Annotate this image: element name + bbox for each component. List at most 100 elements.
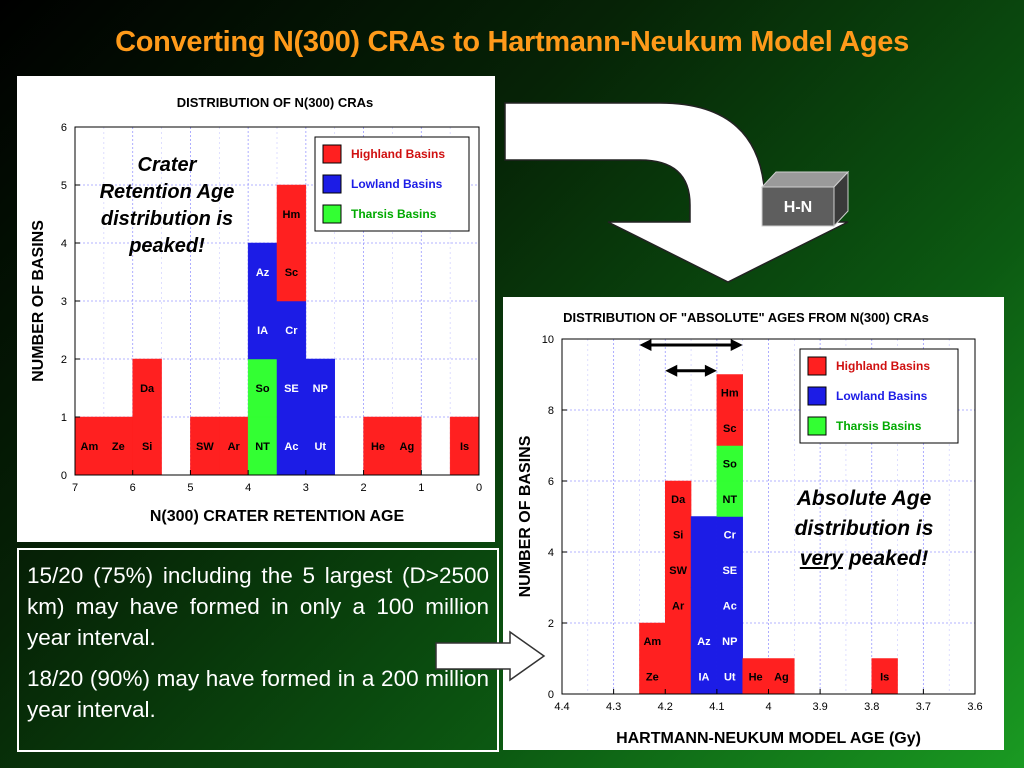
cra-ytick-label-3: 3 bbox=[61, 296, 67, 308]
cra-bar-label-is: Is bbox=[460, 441, 469, 453]
summary-paragraph-2: 18/20 (90%) may have formed in a 200 mil… bbox=[27, 666, 489, 722]
absolute-age-chart-panel: DISTRIBUTION OF "ABSOLUTE" AGES FROM N(3… bbox=[503, 297, 1004, 750]
cra-bar-9-seg-0 bbox=[392, 416, 422, 476]
hn-range-arrow-head-left-0 bbox=[639, 339, 652, 351]
hn-bar-1-seg-3 bbox=[665, 551, 692, 588]
hn-ytick-label-5: 10 bbox=[542, 334, 554, 346]
hn-bar-1-seg-4 bbox=[665, 516, 692, 553]
absolute-age-callout: Absolute Age distribution is very peaked… bbox=[764, 484, 964, 574]
hn-legend-swatch-1 bbox=[807, 386, 827, 406]
hn-bar-4-seg-0 bbox=[742, 658, 769, 695]
hn-ytick-label-2: 4 bbox=[548, 547, 554, 559]
cra-bar-label-se: SE bbox=[284, 383, 299, 395]
cra-bar-3-seg-0 bbox=[190, 416, 220, 476]
hn-x-axis-label: HARTMANN-NEUKUM MODEL AGE (Gy) bbox=[616, 730, 921, 747]
cra-xtick-label-7: 0 bbox=[476, 482, 482, 494]
hn-bar-label-ia: IA bbox=[698, 671, 709, 683]
cra-x-axis-label: N(300) CRATER RETENTION AGE bbox=[150, 508, 405, 525]
cra-legend: Highland Basins Lowland Basins Tharsis Bas… bbox=[314, 136, 470, 232]
hn-bar-label-nt: NT bbox=[722, 494, 737, 506]
hn-bar-2-seg-1 bbox=[690, 622, 718, 659]
crater-retention-callout: Crater Retention Age distribution is pea… bbox=[99, 154, 235, 257]
absolute-age-callout-rest: peaked! bbox=[843, 547, 929, 570]
hn-bar-1-seg-5 bbox=[665, 480, 692, 517]
cra-bar-6-seg-1 bbox=[276, 358, 307, 418]
hn-bar-3-seg-7 bbox=[716, 409, 743, 446]
hn-bar-label-ac: Ac bbox=[723, 600, 737, 612]
cra-bar-6-seg-4 bbox=[276, 184, 307, 244]
cra-bar-7-seg-1 bbox=[305, 358, 335, 418]
cra-bar-2-seg-1 bbox=[132, 358, 162, 418]
hn-xtick-label-3: 4.1 bbox=[709, 701, 724, 713]
hn-bar-label-ag: Ag bbox=[774, 671, 789, 683]
hn-bar-3-seg-8 bbox=[716, 374, 743, 411]
hn-bar-label-am: Am bbox=[643, 636, 661, 648]
cra-legend-swatch-0 bbox=[322, 144, 342, 164]
hn-legend-swatch-0 bbox=[807, 356, 827, 376]
hn-bar-3-seg-1 bbox=[716, 622, 743, 659]
hn-xtick-label-5: 3.9 bbox=[812, 701, 827, 713]
hn-bar-label-hm: Hm bbox=[721, 387, 739, 399]
hn-bar-label-se: SE bbox=[722, 565, 737, 577]
cra-bar-label-ac: Ac bbox=[284, 441, 298, 453]
absolute-age-callout-line2: distribution is bbox=[794, 517, 934, 540]
cra-bar-label-ag: Ag bbox=[400, 441, 415, 453]
hn-legend: Highland Basins Lowland Basins Tharsis Bas… bbox=[799, 348, 959, 444]
hn-bar-label-ze: Ze bbox=[646, 671, 659, 683]
cra-chart-title: DISTRIBUTION OF N(300) CRAs bbox=[177, 95, 373, 110]
hn-bar-1-seg-2 bbox=[665, 587, 692, 624]
cra-ytick-label-6: 6 bbox=[61, 122, 67, 134]
hn-bar-label-np: NP bbox=[722, 636, 737, 648]
hn-bar-label-az: Az bbox=[697, 636, 711, 648]
hn-bar-3-seg-4 bbox=[716, 516, 743, 553]
hn-bar-label-sw: SW bbox=[669, 565, 687, 577]
hn-bar-3-seg-2 bbox=[716, 587, 743, 624]
hn-bar-0-seg-1 bbox=[639, 622, 666, 659]
hn-model-box: H-N bbox=[760, 170, 850, 228]
cra-bar-7-seg-0 bbox=[305, 416, 335, 476]
hn-bar-3-seg-3 bbox=[716, 551, 743, 588]
hn-xtick-label-6: 3.8 bbox=[864, 701, 879, 713]
cra-ytick-label-2: 2 bbox=[61, 354, 67, 366]
cra-bar-label-am: Am bbox=[81, 441, 99, 453]
hn-xtick-label-8: 3.6 bbox=[967, 701, 982, 713]
hn-xtick-label-0: 4.4 bbox=[554, 701, 569, 713]
hn-box-label: H-N bbox=[784, 199, 812, 216]
cra-y-axis-label: NUMBER OF BASINS bbox=[30, 220, 47, 382]
hn-legend-label-1: Lowland Basins bbox=[836, 389, 928, 403]
cra-ytick-label-4: 4 bbox=[61, 238, 67, 250]
pointer-block-arrow bbox=[435, 630, 546, 682]
hn-bar-3-seg-6 bbox=[716, 445, 743, 482]
cra-legend-label-2: Tharsis Basins bbox=[351, 207, 437, 221]
hn-bar-label-cr: Cr bbox=[724, 529, 737, 541]
hn-legend-label-0: Highland Basins bbox=[836, 359, 930, 373]
cra-bar-5-seg-2 bbox=[247, 300, 278, 360]
cra-bar-label-si: Si bbox=[142, 441, 152, 453]
cra-bar-label-ar: Ar bbox=[228, 441, 241, 453]
cra-bar-label-ze: Ze bbox=[112, 441, 125, 453]
cra-xtick-label-5: 2 bbox=[361, 482, 367, 494]
cra-bar-label-sw: SW bbox=[196, 441, 214, 453]
cra-bar-label-da: Da bbox=[140, 383, 155, 395]
cra-bar-label-az: Az bbox=[256, 267, 270, 279]
hn-bar-label-da: Da bbox=[671, 494, 686, 506]
cra-bar-label-sc: Sc bbox=[285, 267, 298, 279]
cra-bar-8-seg-0 bbox=[363, 416, 393, 476]
hn-bar-label-is: Is bbox=[880, 671, 889, 683]
hn-legend-label-2: Tharsis Basins bbox=[836, 419, 922, 433]
cra-bar-label-hm: Hm bbox=[283, 209, 301, 221]
cra-ytick-label-0: 0 bbox=[61, 470, 67, 482]
cra-ytick-label-5: 5 bbox=[61, 180, 67, 192]
cra-bar-label-cr: Cr bbox=[285, 325, 298, 337]
hn-legend-swatch-2 bbox=[807, 416, 827, 436]
cra-xtick-label-4: 3 bbox=[303, 482, 309, 494]
summary-textbox: 15/20 (75%) including the 5 largest (D>2… bbox=[17, 548, 499, 752]
hn-range-arrow-head-left-1 bbox=[665, 364, 678, 377]
hn-bar-label-si: Si bbox=[673, 529, 683, 541]
cra-bar-6-seg-3 bbox=[276, 242, 307, 302]
hn-bar-0-seg-0 bbox=[639, 658, 666, 695]
hn-xtick-label-4: 4 bbox=[765, 701, 771, 713]
cra-bar-label-np: NP bbox=[313, 383, 328, 395]
hn-bar-2-seg-2 bbox=[690, 587, 718, 624]
